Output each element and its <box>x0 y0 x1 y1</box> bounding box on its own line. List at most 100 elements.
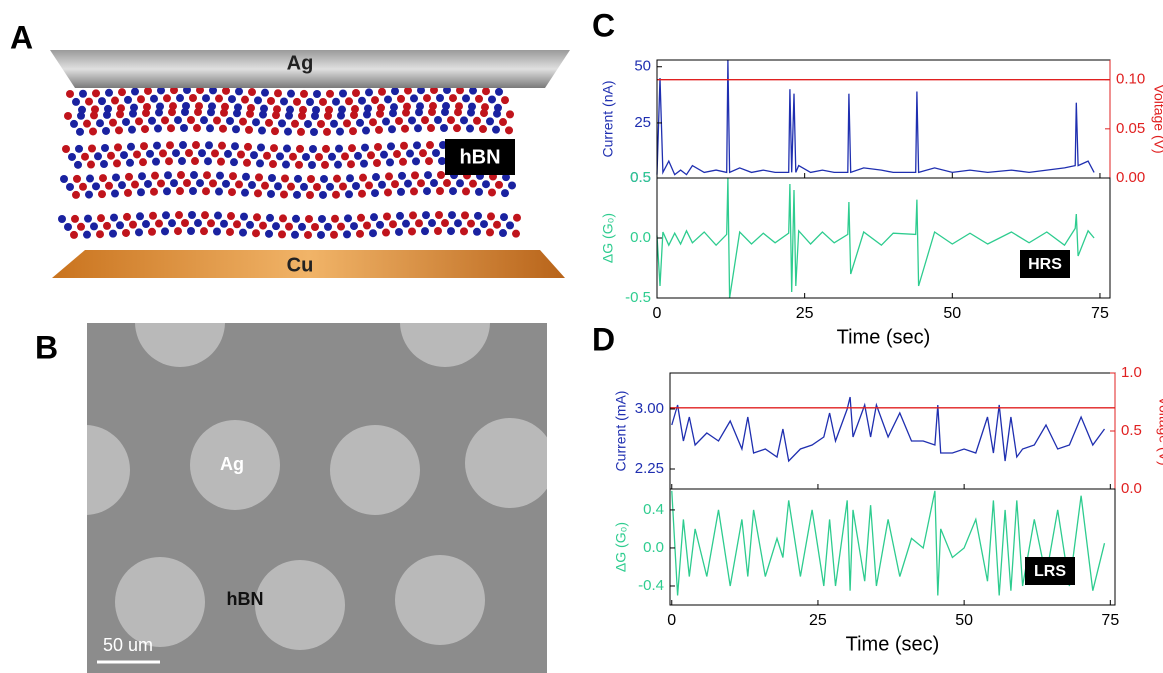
atom <box>500 213 508 222</box>
atom <box>377 103 385 112</box>
atom <box>109 118 117 127</box>
atom <box>280 190 288 199</box>
atom <box>469 86 477 95</box>
atom <box>196 86 204 95</box>
atom <box>384 188 392 197</box>
atom <box>425 157 433 166</box>
atom <box>141 125 149 134</box>
panel-label: A <box>10 19 33 55</box>
atom <box>103 110 111 119</box>
atom <box>267 189 275 198</box>
y-tick-label: 2.25 <box>635 460 664 477</box>
atom <box>345 97 353 106</box>
atom <box>385 172 393 181</box>
y2-tick-label: 0.0 <box>1121 480 1142 497</box>
atom <box>202 187 210 196</box>
y2-tick-label: 0.00 <box>1116 169 1145 186</box>
atom <box>207 219 215 228</box>
atom <box>390 103 398 112</box>
atom <box>391 180 399 189</box>
atom <box>397 94 405 103</box>
atom <box>332 97 340 106</box>
atom <box>323 127 331 136</box>
atom <box>449 94 457 103</box>
atom <box>118 88 126 97</box>
atom <box>62 144 70 153</box>
atom <box>389 220 397 229</box>
atom <box>291 119 299 128</box>
atom <box>98 190 106 199</box>
atom <box>135 117 143 126</box>
atom <box>294 174 302 183</box>
atom <box>408 227 416 236</box>
atom <box>205 141 213 150</box>
atom <box>412 157 420 166</box>
atom <box>183 179 191 188</box>
atom <box>174 116 182 125</box>
ag-label: Ag <box>220 454 244 474</box>
atom <box>216 171 224 180</box>
atom <box>256 159 264 168</box>
atom <box>398 171 406 180</box>
atom <box>181 108 189 117</box>
atom <box>364 104 372 113</box>
atom <box>209 179 217 188</box>
atom <box>449 187 457 196</box>
atom <box>261 88 269 97</box>
atom <box>378 180 386 189</box>
atom <box>423 94 431 103</box>
atom <box>343 119 351 128</box>
atom <box>87 160 95 169</box>
atom <box>293 190 301 199</box>
atom <box>213 116 221 125</box>
data-line <box>656 177 1095 299</box>
data-line <box>656 59 1095 176</box>
atom <box>215 187 223 196</box>
plot-frame <box>669 488 1116 606</box>
atom <box>261 181 269 190</box>
atom <box>151 171 159 180</box>
atom <box>198 149 206 158</box>
atom <box>281 174 289 183</box>
atom <box>176 187 184 196</box>
atom <box>339 89 347 98</box>
scale-bar-label: 50 um <box>103 635 153 655</box>
atom <box>97 214 105 223</box>
atom <box>441 108 449 117</box>
atom <box>469 179 477 188</box>
atom <box>274 182 282 191</box>
atom <box>423 187 431 196</box>
atom <box>278 230 286 239</box>
atom <box>92 89 100 98</box>
electrode-dots <box>87 323 547 650</box>
atom <box>92 182 100 191</box>
atom <box>58 214 66 223</box>
panel-label: C <box>592 7 615 43</box>
atom <box>203 171 211 180</box>
atom <box>163 187 171 196</box>
atom <box>105 181 113 190</box>
atom <box>302 152 310 161</box>
atom <box>455 102 463 111</box>
atom <box>393 150 401 159</box>
atom <box>156 102 164 111</box>
y-tick-label: 0.4 <box>643 501 664 518</box>
atom <box>161 116 169 125</box>
atom <box>508 181 516 190</box>
atom <box>192 141 200 150</box>
atom <box>378 87 386 96</box>
atom <box>182 102 190 111</box>
cu-electrode <box>52 250 565 278</box>
panel-label: D <box>592 321 615 357</box>
atom <box>116 221 124 230</box>
atom <box>400 141 408 150</box>
atom <box>154 124 162 133</box>
atom <box>319 190 327 199</box>
atom <box>88 144 96 153</box>
atom <box>371 189 379 198</box>
atom <box>331 214 339 223</box>
atom <box>94 152 102 161</box>
atom <box>189 94 197 103</box>
atom <box>271 127 279 136</box>
atom <box>468 102 476 111</box>
